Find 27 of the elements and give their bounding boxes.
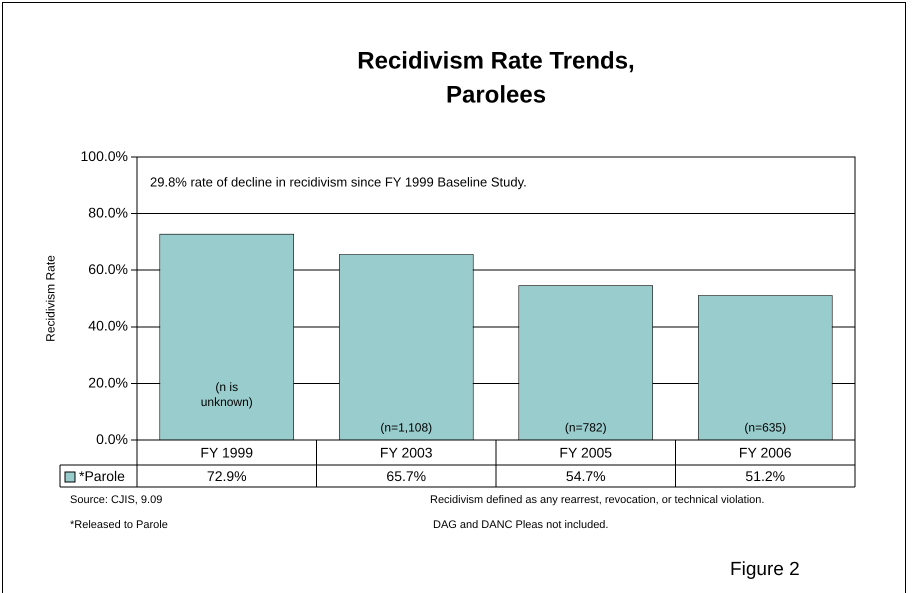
text: Recidivism defined as any rearrest, revocation, or technical violation. xyxy=(430,494,764,506)
annotation: (n is unknown) xyxy=(200,380,253,409)
data-label: 54.7% xyxy=(566,468,606,484)
data-label: 65.7% xyxy=(386,468,426,484)
text: DAG and DANC Pleas not included. xyxy=(433,519,608,532)
y-axis-title: Recidivism Rate xyxy=(44,254,58,342)
annotation: (n=1,108) xyxy=(380,420,432,434)
text: *Released to Parole xyxy=(70,519,168,532)
annotation: (n=782) xyxy=(564,420,607,434)
data-label: 51.2% xyxy=(745,468,786,484)
y-tick-label: 100.0% xyxy=(80,148,128,164)
x-tick-label: FY 2003 xyxy=(380,444,433,460)
x-tick-label: FY 1999 xyxy=(200,444,254,460)
annotation: (n=635) xyxy=(744,420,786,434)
x-tick-label: FY 2005 xyxy=(559,444,612,460)
legend-label: *Parole xyxy=(79,468,126,484)
y-tick-label: 80.0% xyxy=(88,204,128,220)
caption: Figure 2 xyxy=(730,559,800,580)
y-tick-label: 0.0% xyxy=(96,430,128,447)
annotation: 29.8% rate of decline in recidivism since FY 1999 Baseline Study. xyxy=(150,174,527,190)
y-tick-label: 20.0% xyxy=(88,374,128,390)
source-note: Source: CJIS, 9.09 xyxy=(70,494,162,506)
y-tick-label: 60.0% xyxy=(88,261,128,278)
x-tick-label: FY 2006 xyxy=(738,444,792,460)
data-label: 72.9% xyxy=(206,468,247,484)
y-tick-label: 40.0% xyxy=(88,318,128,334)
chart-title: Recidivism Rate Trends, Parolees xyxy=(357,48,635,109)
